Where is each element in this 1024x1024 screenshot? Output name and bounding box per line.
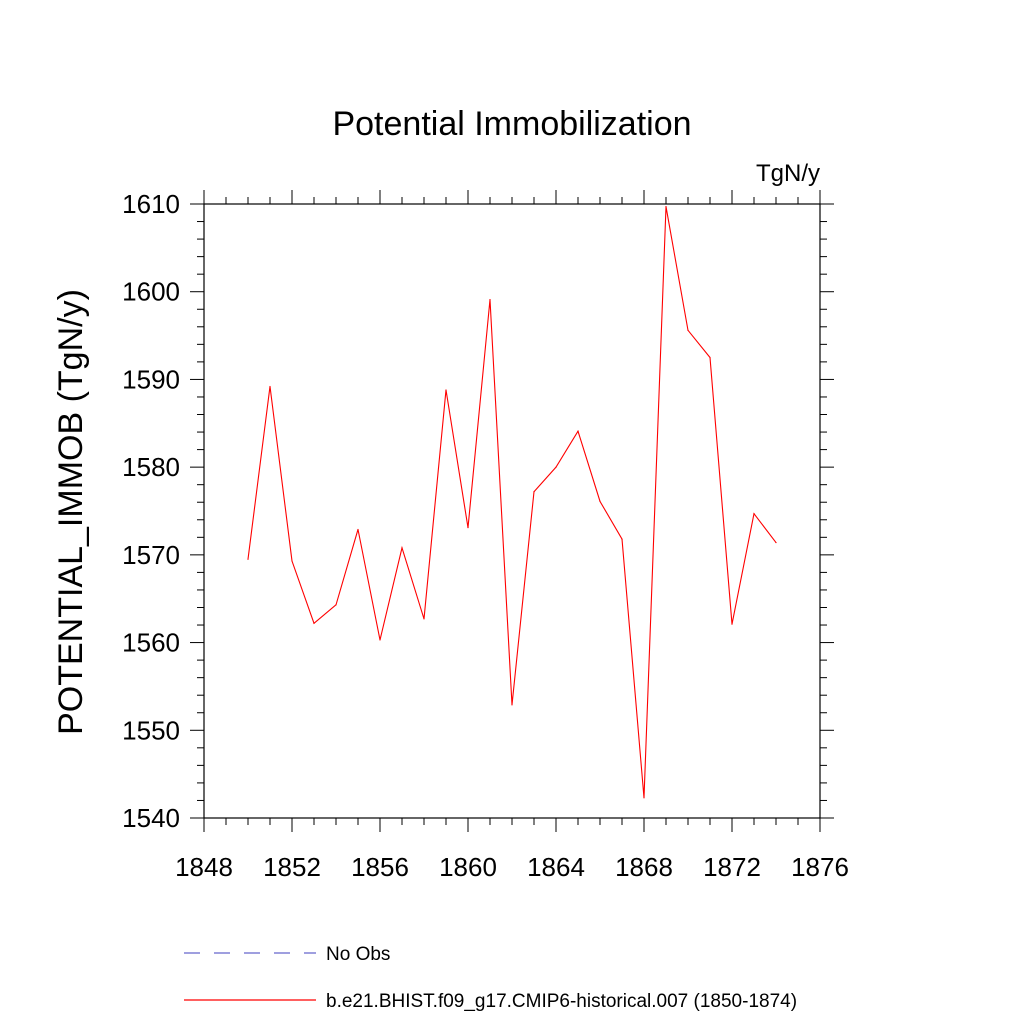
data-point xyxy=(511,704,513,706)
y-tick-label: 1610 xyxy=(122,189,180,219)
data-point xyxy=(731,623,733,625)
data-point xyxy=(775,541,777,544)
x-tick-label: 1860 xyxy=(439,852,497,882)
data-point xyxy=(269,385,271,388)
y-tick-label: 1550 xyxy=(122,715,180,745)
data-point xyxy=(665,206,667,208)
data-point xyxy=(313,622,315,624)
data-point xyxy=(555,466,557,468)
x-axis: 1848 1852 1856 1860 1864 1868 1872 1876 xyxy=(175,190,849,882)
y-tick-label: 1600 xyxy=(122,277,180,307)
data-point xyxy=(489,299,491,301)
data-point xyxy=(401,547,403,549)
data-point xyxy=(533,491,535,493)
data-point xyxy=(687,329,689,331)
data-point xyxy=(467,527,469,529)
data-point xyxy=(423,618,425,620)
legend: No Obs b.e21.BHIST.f09_g17.CMIP6-histori… xyxy=(184,944,797,1012)
y-tick-label: 1560 xyxy=(122,628,180,658)
x-tick-label: 1872 xyxy=(703,852,761,882)
x-tick-label: 1848 xyxy=(175,852,233,882)
data-point xyxy=(357,528,359,531)
y-tick-label: 1540 xyxy=(122,803,180,833)
legend-label-historical: b.e21.BHIST.f09_g17.CMIP6-historical.007… xyxy=(326,991,797,1012)
y-axis: 1540 1550 1560 1570 1580 1590 1600 1610 xyxy=(122,189,834,833)
series-line-0 xyxy=(247,206,777,798)
data-point xyxy=(753,513,755,515)
plot-area xyxy=(247,206,777,799)
data-point xyxy=(709,356,711,359)
plot-frame xyxy=(203,203,821,819)
data-point xyxy=(599,500,601,502)
x-tick-label: 1868 xyxy=(615,852,673,882)
data-point xyxy=(291,560,293,562)
data-point xyxy=(577,430,579,432)
y-tick-label: 1580 xyxy=(122,452,180,482)
data-point xyxy=(335,604,337,606)
y-tick-label: 1590 xyxy=(122,364,180,394)
data-point xyxy=(643,797,645,799)
data-point xyxy=(621,538,623,540)
x-tick-label: 1876 xyxy=(791,852,849,882)
x-tick-label: 1852 xyxy=(263,852,321,882)
legend-label-no-obs: No Obs xyxy=(326,944,390,965)
y-axis-label: POTENTIAL_IMMOB (TgN/y) xyxy=(52,289,90,735)
x-tick-label: 1856 xyxy=(351,852,409,882)
data-point xyxy=(247,558,249,560)
chart-title: Potential Immobilization xyxy=(332,105,691,143)
y-tick-label: 1570 xyxy=(122,540,180,570)
data-point xyxy=(445,389,447,391)
x-tick-label: 1864 xyxy=(527,852,585,882)
data-point xyxy=(379,639,381,641)
units-label: TgN/y xyxy=(756,160,820,187)
